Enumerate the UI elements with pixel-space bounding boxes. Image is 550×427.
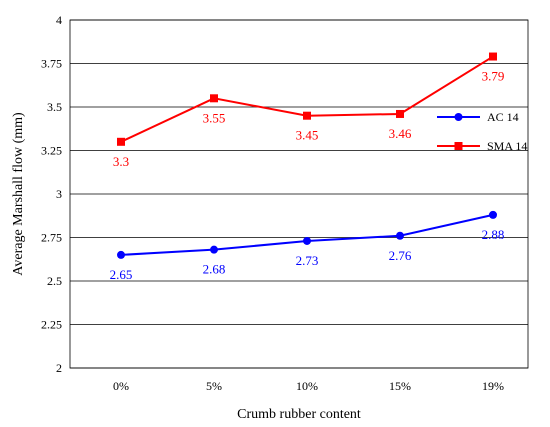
data-point: [117, 137, 125, 146]
data-label: 3.55: [203, 110, 226, 125]
legend-label: SMA 14: [487, 139, 527, 153]
x-tick-label: 10%: [296, 379, 318, 393]
x-axis-tick-labels: 0% 5% 10% 15% 19%: [113, 379, 504, 393]
y-axis-label: Average Marshall flow (mm): [11, 112, 26, 276]
series-line: [120, 213, 494, 256]
y-tick-label: 3: [56, 187, 62, 201]
y-tick-label: 2.75: [41, 231, 62, 245]
data-point: [489, 52, 497, 61]
data-label: 3.3: [113, 154, 129, 169]
plot-area-frame: [69, 19, 529, 369]
data-label: 2.65: [110, 267, 133, 282]
data-label: 3.46: [389, 126, 412, 141]
y-tick-label: 4: [56, 13, 62, 27]
data-point: [396, 231, 404, 240]
data-label: 3.45: [296, 128, 319, 143]
data-point: [303, 111, 311, 120]
data-point: [489, 210, 497, 219]
y-tick-label: 3.75: [41, 57, 62, 71]
data-label: 2.68: [203, 262, 226, 277]
data-point: [210, 94, 218, 103]
series-ac-14: 2.65 2.68 2.73 2.76 2.88: [110, 210, 505, 282]
y-tick-label: 3.5: [47, 100, 62, 114]
legend-item: SMA 14: [437, 139, 527, 153]
series-group: 2.65 2.68 2.73 2.76 2.88 3.3 3.55 3.45 3.46 3.79: [110, 52, 505, 282]
legend-item: AC 14: [437, 110, 519, 124]
data-point: [210, 245, 218, 254]
data-point: [117, 250, 125, 259]
y-axis-tick-labels: 2 2.25 2.5 2.75 3 3.25 3.5 3.75 4: [41, 13, 62, 375]
series-sma-14: 3.3 3.55 3.45 3.46 3.79: [113, 52, 505, 169]
data-point: [303, 236, 311, 245]
y-tick-label: 2: [56, 361, 62, 375]
data-label: 2.76: [389, 248, 412, 263]
grid-lines: [70, 19, 528, 369]
x-axis-label: Crumb rubber content: [237, 407, 361, 422]
x-tick-label: 19%: [482, 379, 504, 393]
data-label: 2.88: [482, 227, 505, 242]
y-tick-label: 3.25: [41, 144, 62, 158]
data-point: [396, 109, 404, 118]
legend: AC 14 SMA 14: [437, 110, 527, 153]
data-label: 3.79: [482, 69, 505, 84]
legend-marker: [454, 142, 463, 150]
x-tick-label: 5%: [206, 379, 222, 393]
y-tick-label: 2.5: [47, 274, 62, 288]
x-tick-label: 0%: [113, 379, 129, 393]
legend-label: AC 14: [487, 110, 519, 124]
data-label: 2.73: [296, 253, 319, 268]
x-tick-label: 15%: [389, 379, 411, 393]
legend-marker: [454, 113, 463, 121]
y-tick-label: 2.25: [41, 318, 62, 332]
